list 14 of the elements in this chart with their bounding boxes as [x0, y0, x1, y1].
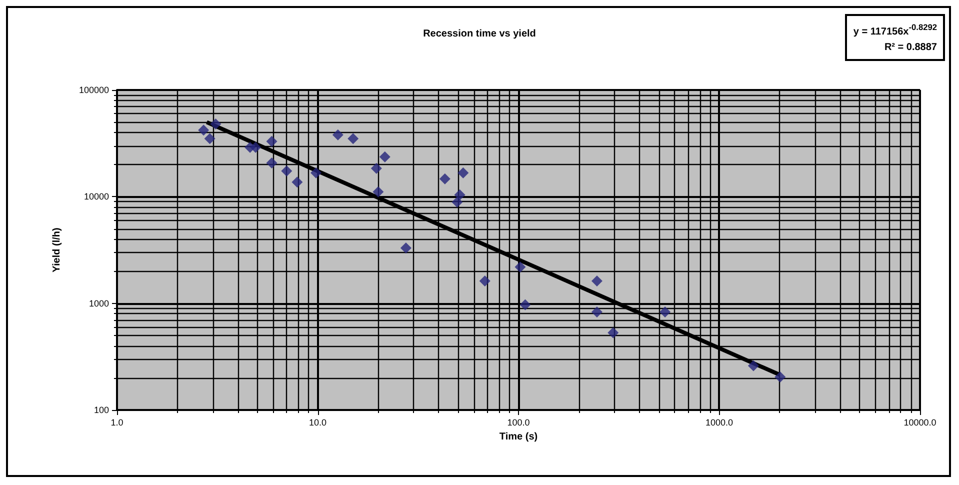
y-tick-label: 1000 — [88, 298, 109, 308]
x-tick-label: 100.0 — [507, 418, 530, 428]
y-tick-label: 100000 — [78, 85, 109, 95]
x-axis-title: Time (s) — [499, 432, 538, 442]
text: R² = 0.8887 — [883, 41, 937, 56]
x-tick-label: 10000.0 — [904, 418, 936, 428]
x-tick-label: 10.0 — [308, 418, 327, 428]
y-tick-label: 100 — [94, 405, 109, 415]
chart-title: Recession time vs yield — [423, 28, 536, 40]
y-axis-title: Yield (l/h) — [52, 228, 62, 272]
y-tick-label: 10000 — [84, 192, 109, 202]
text: y = 117156x$^{-0.8292}$ — [853, 21, 937, 40]
x-tick-label: 1000.0 — [705, 418, 734, 428]
x-tick-label: 1.0 — [110, 418, 124, 428]
